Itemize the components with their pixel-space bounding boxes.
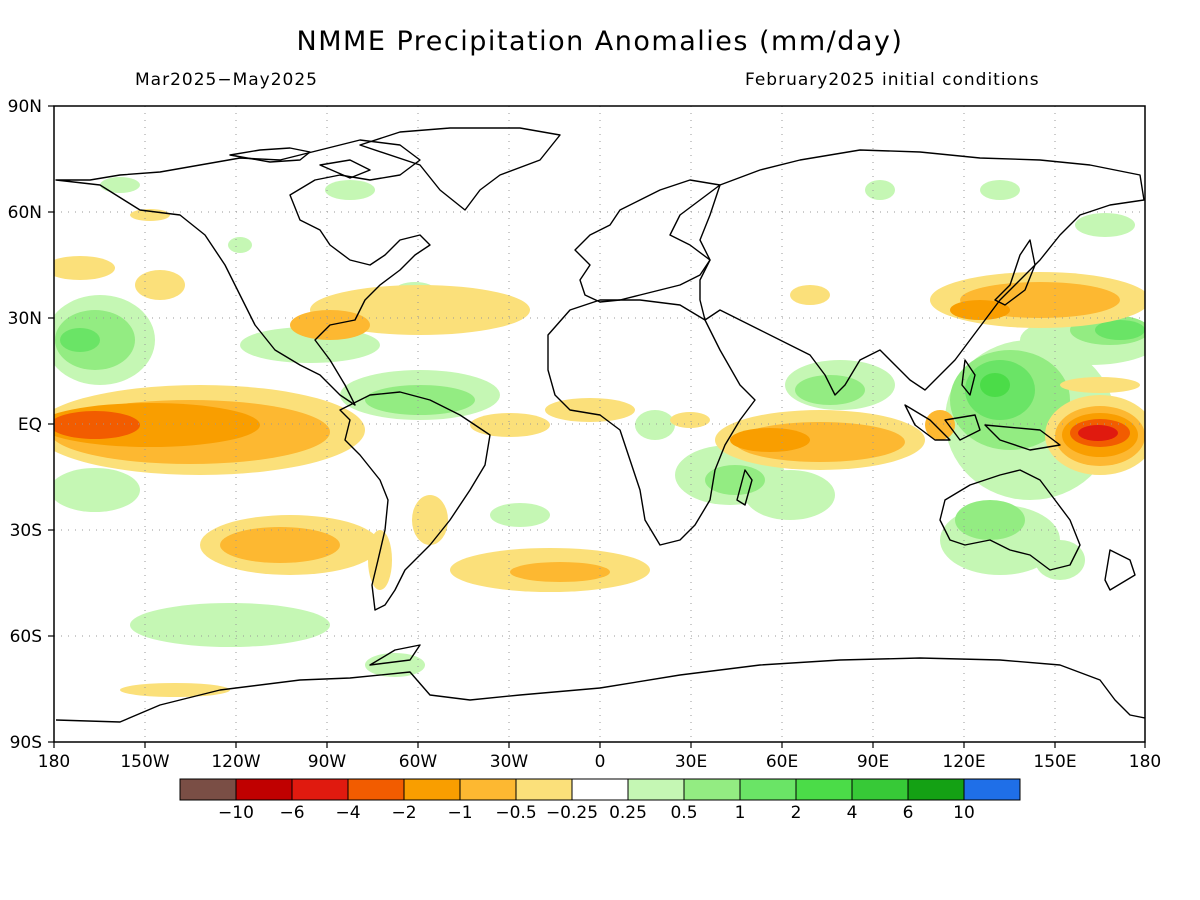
colorbar-tick-label: −0.25 bbox=[546, 803, 598, 823]
colorbar-tick-label: 0.5 bbox=[670, 803, 697, 823]
colorbar-cell bbox=[235, 778, 293, 801]
colorbar-tick-label: −1 bbox=[447, 803, 472, 823]
lat-label-60s: 60S bbox=[10, 627, 42, 647]
axis-ticks bbox=[48, 105, 1146, 748]
lon-label-0: 0 bbox=[595, 752, 606, 772]
lon-label-90e: 90E bbox=[857, 752, 889, 772]
lon-label-120w: 120W bbox=[211, 752, 260, 772]
lon-label-120e: 120E bbox=[942, 752, 985, 772]
colorbar-tick-label: −0.5 bbox=[495, 803, 536, 823]
colorbar-tick-label: −10 bbox=[218, 803, 254, 823]
lat-label-60n: 60N bbox=[8, 203, 42, 223]
colorbar-cell bbox=[179, 778, 237, 801]
colorbar-cell bbox=[795, 778, 853, 801]
colorbar-cell bbox=[571, 778, 629, 801]
colorbar-cell bbox=[459, 778, 517, 801]
colorbar-cell bbox=[291, 778, 349, 801]
lon-label-180w: 180 bbox=[38, 752, 70, 772]
lat-label-90n: 90N bbox=[8, 97, 42, 117]
lon-label-60w: 60W bbox=[399, 752, 438, 772]
initial-conditions-label: February2025 initial conditions bbox=[745, 70, 1040, 90]
colorbar-tick-label: 10 bbox=[953, 803, 975, 823]
colorbar-cell bbox=[515, 778, 573, 801]
colorbar-tick-label: −4 bbox=[335, 803, 360, 823]
lon-label-90w: 90W bbox=[308, 752, 347, 772]
graticule bbox=[54, 106, 1145, 742]
lat-label-30s: 30S bbox=[10, 521, 42, 541]
anomaly-field bbox=[54, 177, 1145, 697]
map-title: NMME Precipitation Anomalies (mm/day) bbox=[296, 26, 904, 57]
lat-label-eq: EQ bbox=[18, 415, 42, 435]
latitude-labels: 90N 60N 30N EQ 30S 60S 90S bbox=[8, 97, 42, 753]
forecast-period: Mar2025−May2025 bbox=[135, 70, 318, 90]
lon-label-30e: 30E bbox=[675, 752, 707, 772]
colorbar-cell bbox=[851, 778, 909, 801]
colorbar-tick-label: 0.25 bbox=[609, 803, 647, 823]
colorbar-cell bbox=[907, 778, 965, 801]
lon-label-60e: 60E bbox=[766, 752, 798, 772]
lon-label-150e: 150E bbox=[1033, 752, 1076, 772]
lat-label-90s: 90S bbox=[10, 733, 42, 753]
colorbar-tick-label: 2 bbox=[791, 803, 802, 823]
colorbar-tick-label: −2 bbox=[391, 803, 416, 823]
longitude-labels: 180 150W 120W 90W 60W 30W 0 30E 60E 90E … bbox=[38, 752, 1161, 772]
colorbar-cell bbox=[683, 778, 741, 801]
colorbar bbox=[179, 778, 1021, 801]
colorbar-cell bbox=[627, 778, 685, 801]
colorbar-tick-label: −6 bbox=[279, 803, 304, 823]
lon-label-150w: 150W bbox=[120, 752, 169, 772]
dry-anomaly-patches bbox=[54, 209, 1145, 697]
lon-label-30w: 30W bbox=[490, 752, 529, 772]
colorbar-tick-label: 4 bbox=[847, 803, 858, 823]
colorbar-cell bbox=[963, 778, 1021, 801]
colorbar-cell bbox=[403, 778, 461, 801]
colorbar-labels: −10 −6 −4 −2 −1 −0.5 −0.25 0.25 0.5 1 2 4 6 10 bbox=[218, 803, 975, 823]
colorbar-tick-label: 1 bbox=[735, 803, 746, 823]
coastlines bbox=[55, 127, 1145, 723]
colorbar-cell bbox=[347, 778, 405, 801]
lon-label-180e: 180 bbox=[1129, 752, 1161, 772]
colorbar-cell bbox=[739, 778, 797, 801]
colorbar-tick-label: 6 bbox=[903, 803, 914, 823]
lat-label-30n: 30N bbox=[8, 309, 42, 329]
